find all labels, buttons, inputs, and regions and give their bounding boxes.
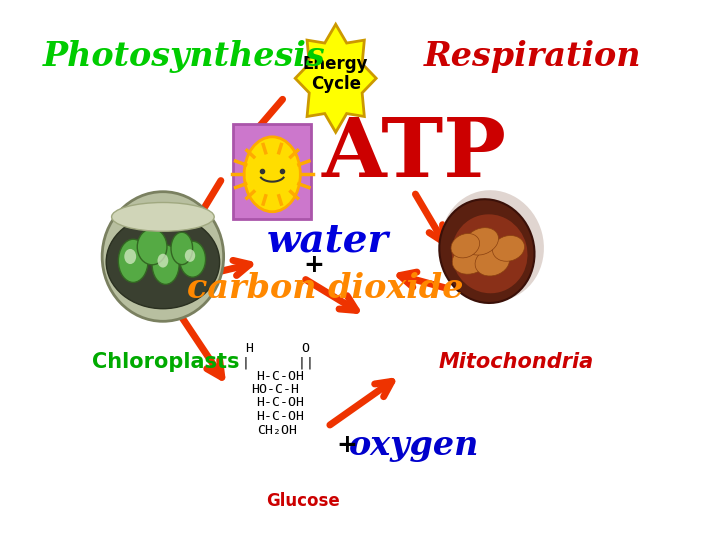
Ellipse shape	[102, 192, 224, 321]
Text: ATP: ATP	[322, 114, 506, 194]
Ellipse shape	[441, 190, 544, 301]
Text: Respiration: Respiration	[424, 40, 642, 73]
Text: oxygen: oxygen	[348, 429, 480, 462]
Ellipse shape	[118, 239, 148, 282]
Text: H      O: H O	[246, 342, 310, 355]
Ellipse shape	[452, 244, 489, 274]
Ellipse shape	[180, 241, 206, 277]
FancyBboxPatch shape	[233, 124, 311, 219]
Text: Mitochondria: Mitochondria	[439, 352, 594, 372]
Text: CH₂OH: CH₂OH	[257, 424, 297, 437]
Ellipse shape	[152, 245, 179, 285]
Ellipse shape	[112, 202, 215, 231]
Ellipse shape	[185, 249, 195, 262]
Text: H-C-OH: H-C-OH	[256, 396, 305, 409]
Text: Photosynthesis: Photosynthesis	[43, 40, 326, 73]
Ellipse shape	[171, 232, 193, 265]
Ellipse shape	[464, 228, 498, 255]
Text: H-C-OH: H-C-OH	[256, 410, 305, 423]
Text: |      ||: | ||	[242, 356, 314, 369]
Text: +: +	[304, 253, 325, 276]
Text: H-C-OH: H-C-OH	[256, 370, 305, 383]
Ellipse shape	[158, 254, 168, 267]
Text: Energy
Cycle: Energy Cycle	[303, 55, 369, 93]
Ellipse shape	[439, 199, 534, 303]
Text: carbon dioxide: carbon dioxide	[186, 272, 463, 306]
Ellipse shape	[107, 215, 220, 309]
Text: Chloroplasts: Chloroplasts	[92, 352, 239, 372]
Ellipse shape	[244, 137, 300, 212]
Polygon shape	[295, 24, 376, 132]
Ellipse shape	[451, 214, 528, 293]
Ellipse shape	[125, 249, 136, 264]
Text: +: +	[336, 434, 357, 457]
Ellipse shape	[475, 248, 510, 276]
Ellipse shape	[492, 235, 524, 261]
Text: Glucose: Glucose	[266, 491, 340, 510]
Ellipse shape	[138, 229, 167, 265]
Text: HO-C-H: HO-C-H	[251, 383, 300, 396]
Ellipse shape	[451, 233, 480, 258]
Text: water: water	[266, 221, 389, 259]
